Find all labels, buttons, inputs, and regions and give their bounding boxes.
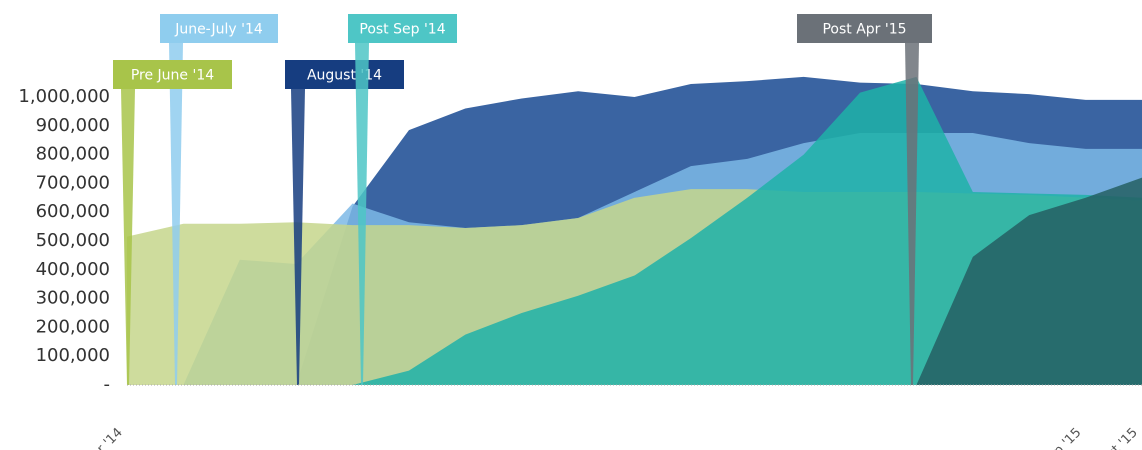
area — [352, 76, 1142, 385]
annotation-spike — [121, 89, 135, 385]
annotation-flag — [160, 14, 278, 43]
annotation-label: Post Sep '14 — [359, 22, 445, 38]
annotation-label: Pre June '14 — [131, 68, 214, 84]
y-tick-label: 600,000 — [36, 201, 110, 222]
annotation-flag — [348, 14, 457, 43]
annotation-spike — [905, 43, 919, 385]
y-tick-label: 700,000 — [36, 172, 110, 193]
areas — [127, 76, 1142, 385]
annotation-spike — [355, 43, 369, 385]
annotation-label: Post Apr '15 — [822, 22, 906, 38]
annotation-label: August '14 — [307, 68, 382, 84]
area — [916, 177, 1142, 385]
x-tick-label: Apr '14 — [82, 425, 126, 450]
y-tick-label: - — [104, 374, 111, 395]
y-tick-label: 500,000 — [36, 230, 110, 251]
annotation-flag — [797, 14, 932, 43]
x-tick-label: Sep '15 — [1039, 425, 1084, 450]
y-tick-label: 900,000 — [36, 115, 110, 136]
annotations: August '14 June-July '14 Pre June '14 Post … — [113, 14, 932, 385]
y-tick-label: 200,000 — [36, 316, 110, 337]
annotation-spike — [291, 89, 305, 385]
y-tick-label: 1,000,000 — [18, 86, 110, 107]
annotation-flag — [113, 60, 232, 89]
y-tick-label: 100,000 — [36, 345, 110, 366]
annotation-label: June-July '14 — [174, 22, 263, 38]
annotation-flag — [285, 60, 404, 89]
annotation-spike — [169, 43, 183, 385]
y-tick-label: 800,000 — [36, 144, 110, 165]
y-tick-label: 400,000 — [36, 259, 110, 280]
x-tick-label: Oct '15 — [1097, 425, 1141, 450]
y-tick-label: 300,000 — [36, 288, 110, 309]
